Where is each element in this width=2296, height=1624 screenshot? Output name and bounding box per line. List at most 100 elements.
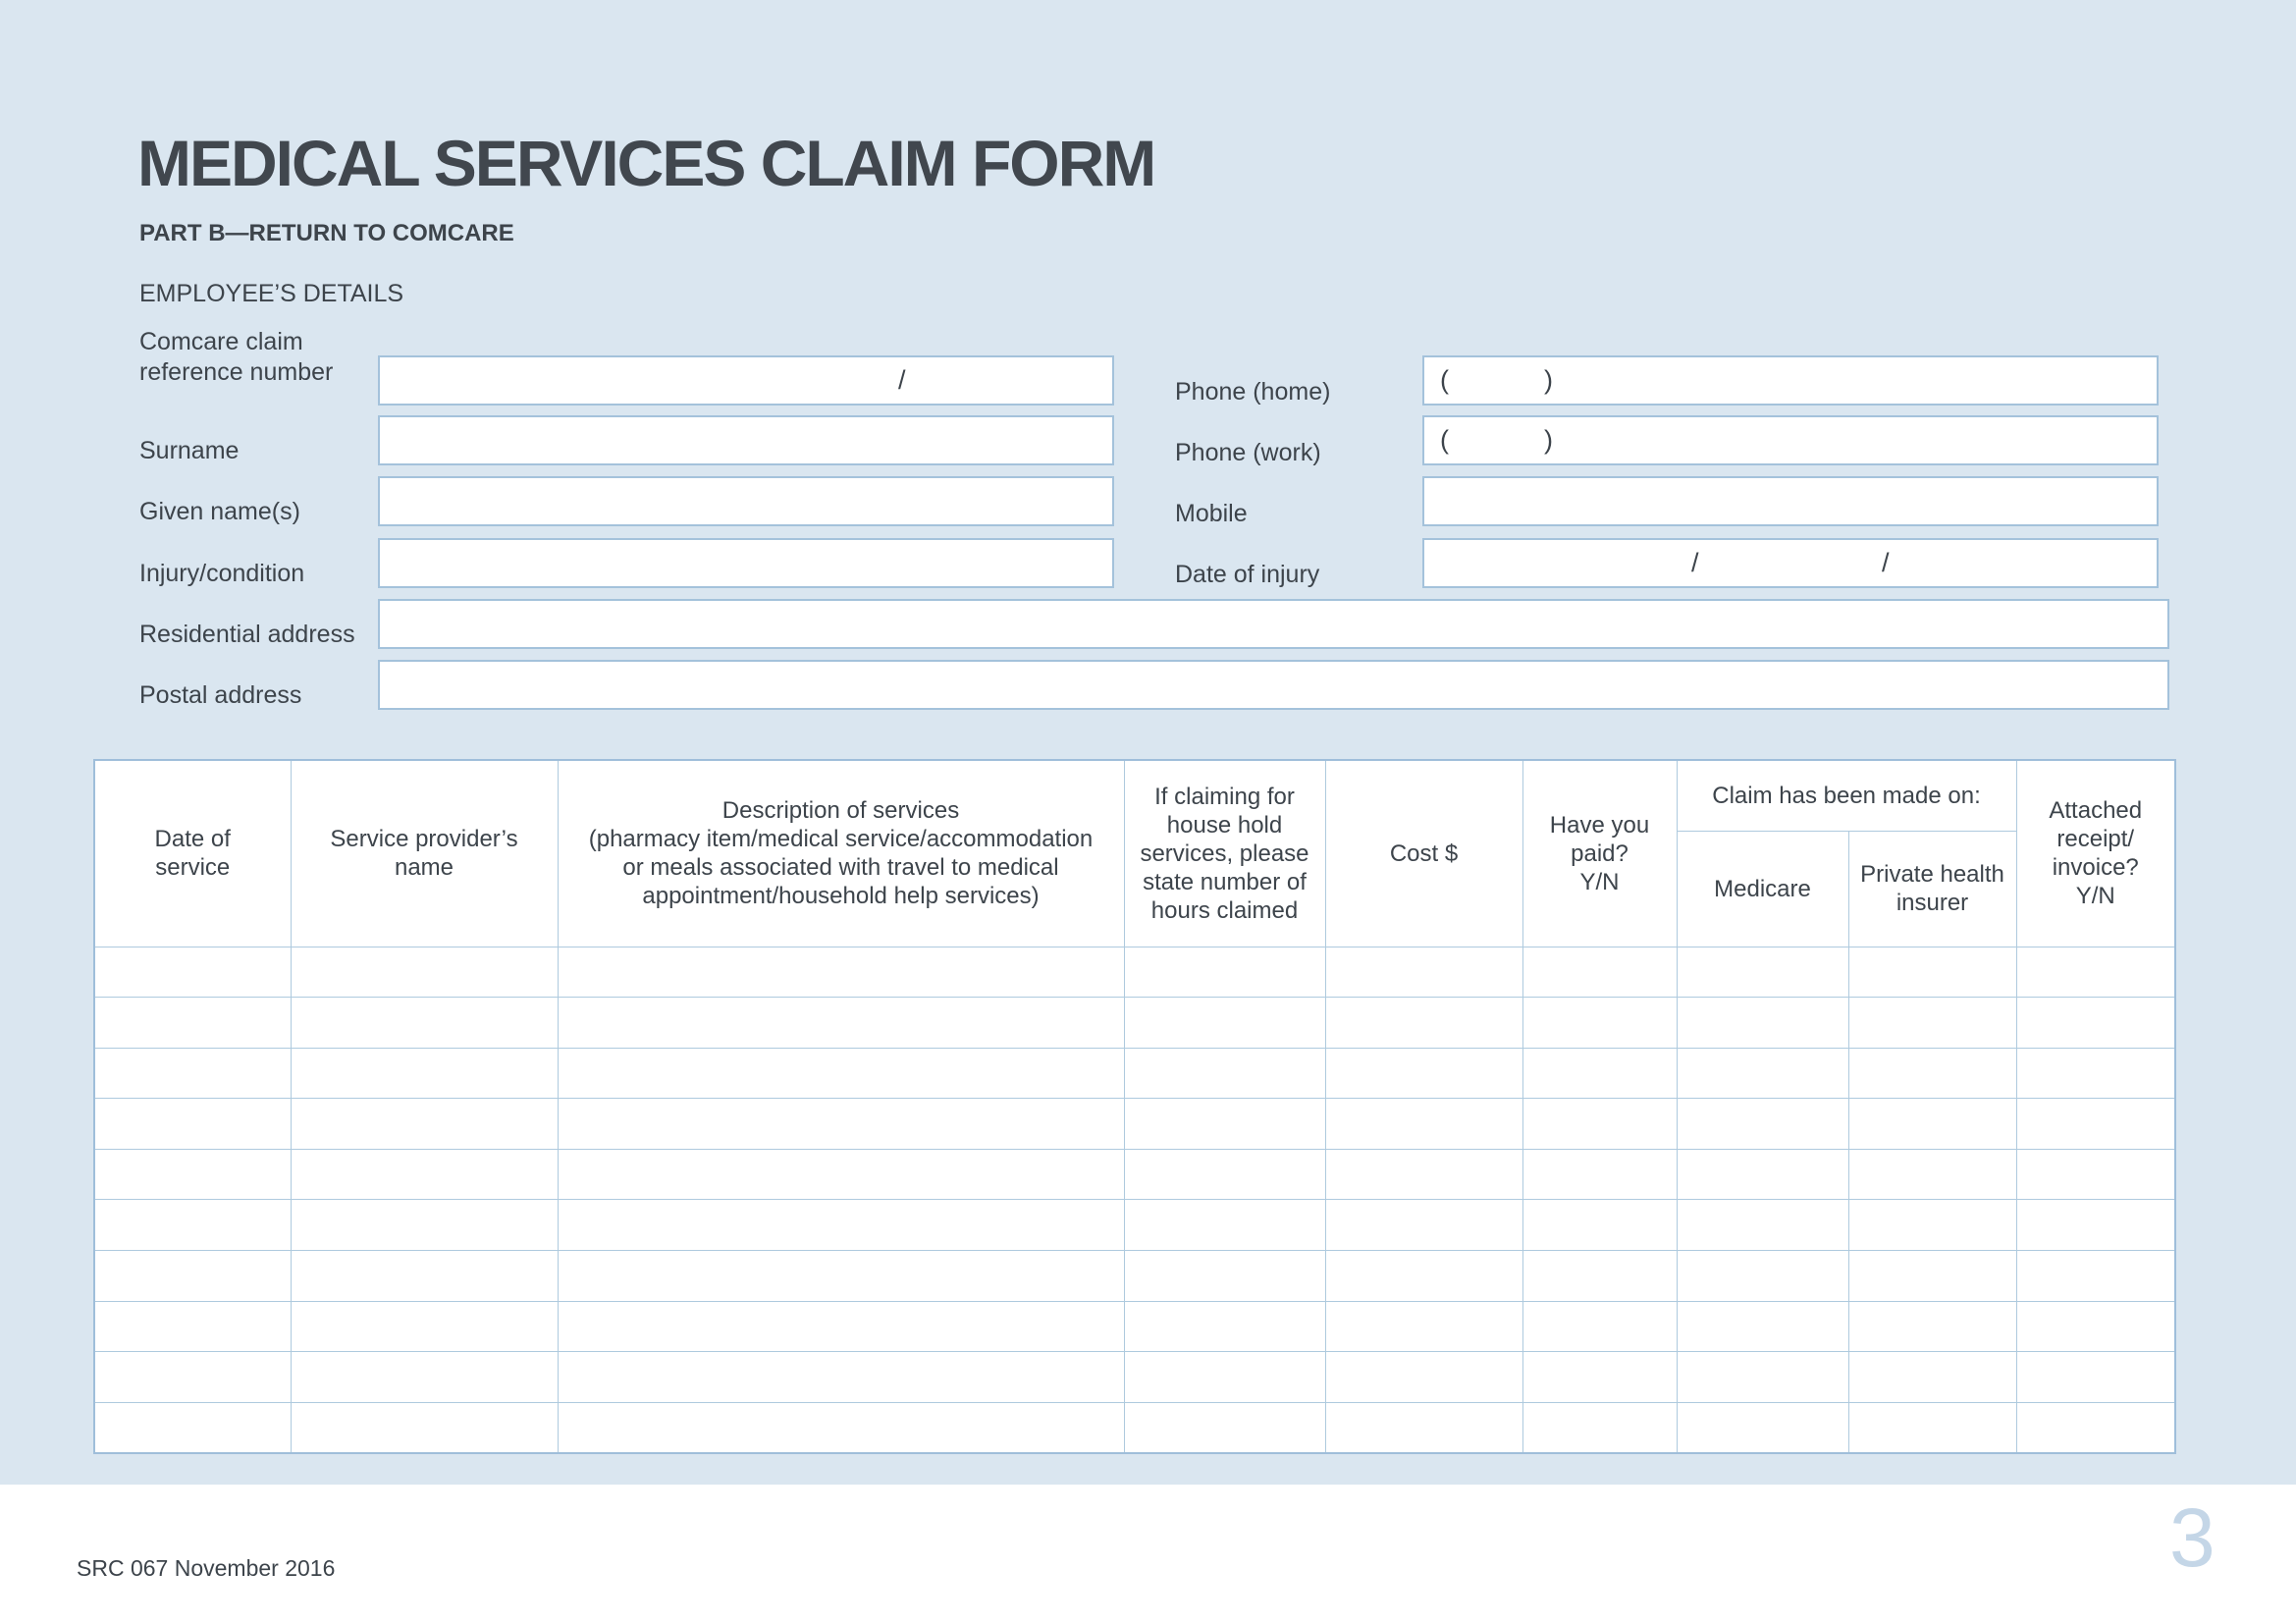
table-cell[interactable] xyxy=(1324,1098,1523,1150)
table-cell[interactable] xyxy=(1847,1098,2017,1150)
table-cell[interactable] xyxy=(1847,946,2017,999)
table-cell[interactable] xyxy=(1676,1351,1849,1403)
table-cell[interactable] xyxy=(557,1148,1125,1201)
table-cell[interactable] xyxy=(557,1300,1125,1353)
table-cell[interactable] xyxy=(1324,1148,1523,1201)
table-cell[interactable] xyxy=(2015,946,2176,999)
table-cell[interactable] xyxy=(557,1047,1125,1100)
table-cell[interactable] xyxy=(1847,997,2017,1049)
table-cell[interactable] xyxy=(557,1250,1125,1302)
table-cell[interactable] xyxy=(2015,1300,2176,1353)
residential-address-input[interactable] xyxy=(378,599,2169,649)
given-names-input[interactable] xyxy=(378,476,1114,526)
table-cell[interactable] xyxy=(1522,1401,1678,1454)
table-cell[interactable] xyxy=(557,1401,1125,1454)
table-cell[interactable] xyxy=(290,1351,559,1403)
table-cell[interactable] xyxy=(557,997,1125,1049)
table-cell[interactable] xyxy=(1123,1351,1326,1403)
table-cell[interactable] xyxy=(557,1351,1125,1403)
table-cell[interactable] xyxy=(93,1401,292,1454)
date-of-injury-input[interactable]: / / xyxy=(1422,538,2159,588)
table-cell[interactable] xyxy=(1847,1351,2017,1403)
table-cell[interactable] xyxy=(1522,1047,1678,1100)
table-cell[interactable] xyxy=(1676,1199,1849,1252)
table-cell[interactable] xyxy=(1522,1199,1678,1252)
table-cell[interactable] xyxy=(1847,1199,2017,1252)
table-cell[interactable] xyxy=(2015,1098,2176,1150)
table-cell[interactable] xyxy=(1676,946,1849,999)
table-cell[interactable] xyxy=(2015,1047,2176,1100)
table-cell[interactable] xyxy=(2015,997,2176,1049)
table-cell[interactable] xyxy=(290,1401,559,1454)
table-cell[interactable] xyxy=(557,946,1125,999)
table-cell[interactable] xyxy=(93,997,292,1049)
table-cell[interactable] xyxy=(1123,1098,1326,1150)
surname-input[interactable] xyxy=(378,415,1114,465)
table-cell[interactable] xyxy=(1847,1401,2017,1454)
table-cell[interactable] xyxy=(1123,997,1326,1049)
table-cell[interactable] xyxy=(557,1199,1125,1252)
table-cell[interactable] xyxy=(290,946,559,999)
table-cell[interactable] xyxy=(2015,1148,2176,1201)
table-cell[interactable] xyxy=(290,1250,559,1302)
table-cell[interactable] xyxy=(1676,1401,1849,1454)
table-cell[interactable] xyxy=(1522,946,1678,999)
table-cell[interactable] xyxy=(1522,1098,1678,1150)
table-cell[interactable] xyxy=(1676,1250,1849,1302)
table-cell[interactable] xyxy=(1522,1148,1678,1201)
table-cell[interactable] xyxy=(1324,1199,1523,1252)
table-cell[interactable] xyxy=(2015,1351,2176,1403)
table-cell[interactable] xyxy=(1324,997,1523,1049)
table-cell[interactable] xyxy=(93,1351,292,1403)
table-cell[interactable] xyxy=(1324,1047,1523,1100)
phone-home-input[interactable]: ( ) xyxy=(1422,355,2159,406)
table-cell[interactable] xyxy=(1123,1300,1326,1353)
table-cell[interactable] xyxy=(1676,1098,1849,1150)
table-cell[interactable] xyxy=(290,1098,559,1150)
table-cell[interactable] xyxy=(2015,1401,2176,1454)
table-cell[interactable] xyxy=(557,1098,1125,1150)
table-cell[interactable] xyxy=(290,1148,559,1201)
table-cell[interactable] xyxy=(1324,1351,1523,1403)
table-cell[interactable] xyxy=(1847,1148,2017,1201)
table-cell[interactable] xyxy=(1847,1047,2017,1100)
table-cell[interactable] xyxy=(1522,1300,1678,1353)
table-cell[interactable] xyxy=(1324,1401,1523,1454)
table-cell[interactable] xyxy=(93,1148,292,1201)
table-cell[interactable] xyxy=(290,1199,559,1252)
table-cell[interactable] xyxy=(93,1300,292,1353)
table-cell[interactable] xyxy=(290,1047,559,1100)
table-cell[interactable] xyxy=(93,1250,292,1302)
table-cell[interactable] xyxy=(1324,1250,1523,1302)
table-cell[interactable] xyxy=(1522,1250,1678,1302)
postal-address-input[interactable] xyxy=(378,660,2169,710)
table-cell[interactable] xyxy=(1847,1250,2017,1302)
table-cell[interactable] xyxy=(93,1047,292,1100)
table-cell[interactable] xyxy=(1324,946,1523,999)
table-cell[interactable] xyxy=(1123,1199,1326,1252)
table-cell[interactable] xyxy=(1123,1401,1326,1454)
table-cell[interactable] xyxy=(1522,1351,1678,1403)
table-cell[interactable] xyxy=(1123,1148,1326,1201)
table-cell[interactable] xyxy=(1123,1250,1326,1302)
table-cell[interactable] xyxy=(2015,1250,2176,1302)
table-cell[interactable] xyxy=(93,1098,292,1150)
table-cell[interactable] xyxy=(1123,946,1326,999)
phone-work-input[interactable]: ( ) xyxy=(1422,415,2159,465)
mobile-input[interactable] xyxy=(1422,476,2159,526)
table-cell[interactable] xyxy=(1676,997,1849,1049)
table-cell[interactable] xyxy=(1123,1047,1326,1100)
table-cell[interactable] xyxy=(1324,1300,1523,1353)
table-cell[interactable] xyxy=(1676,1148,1849,1201)
table-cell[interactable] xyxy=(290,997,559,1049)
table-cell[interactable] xyxy=(1676,1047,1849,1100)
table-cell[interactable] xyxy=(290,1300,559,1353)
table-cell[interactable] xyxy=(93,946,292,999)
table-cell[interactable] xyxy=(1522,997,1678,1049)
table-cell[interactable] xyxy=(2015,1199,2176,1252)
table-cell[interactable] xyxy=(93,1199,292,1252)
injury-condition-input[interactable] xyxy=(378,538,1114,588)
table-cell[interactable] xyxy=(1676,1300,1849,1353)
comcare-ref-input[interactable]: / xyxy=(378,355,1114,406)
table-cell[interactable] xyxy=(1847,1300,2017,1353)
